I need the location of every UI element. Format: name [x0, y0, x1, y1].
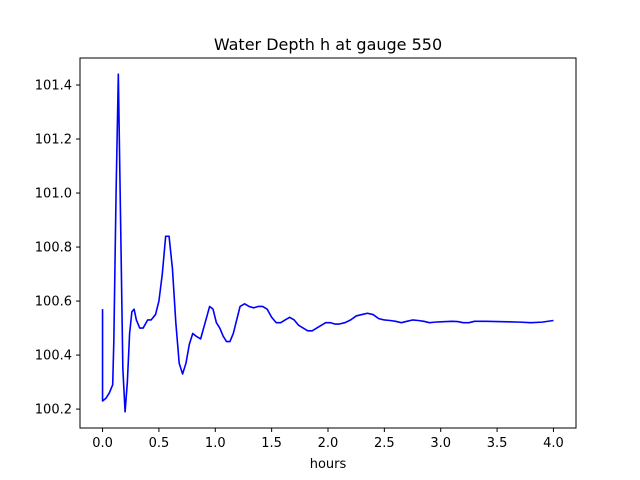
- y-tick-label: 100.6: [35, 295, 72, 310]
- y-tick-label: 101.0: [35, 187, 72, 202]
- y-tick-label: 100.4: [35, 349, 72, 364]
- y-tick-label: 100.2: [35, 403, 72, 418]
- x-axis: 0.0 0.5 1.0 1.5 2.0 2.5 3.0 3.5 4.0: [92, 428, 564, 451]
- chart-title: Water Depth h at gauge 550: [214, 35, 442, 54]
- x-tick-label: 1.0: [205, 436, 226, 451]
- x-tick-label: 2.5: [374, 436, 395, 451]
- x-tick-label: 2.0: [318, 436, 339, 451]
- x-tick-label: 0.0: [92, 436, 113, 451]
- x-tick-label: 3.0: [430, 436, 451, 451]
- y-tick-label: 101.4: [35, 79, 72, 94]
- x-tick-label: 0.5: [149, 436, 170, 451]
- series-layer: [101, 73, 554, 413]
- y-axis: 100.2 100.4 100.6 100.8 101.0 101.2 101.4: [35, 79, 80, 418]
- x-tick-label: 1.5: [261, 436, 282, 451]
- x-axis-label: hours: [310, 457, 347, 472]
- y-tick-label: 100.8: [35, 241, 72, 256]
- series-line-0: [101, 73, 554, 413]
- plot-frame: [79, 57, 577, 429]
- x-tick-label: 4.0: [543, 436, 564, 451]
- x-tick-label: 3.5: [487, 436, 508, 451]
- y-tick-label: 101.2: [35, 133, 72, 148]
